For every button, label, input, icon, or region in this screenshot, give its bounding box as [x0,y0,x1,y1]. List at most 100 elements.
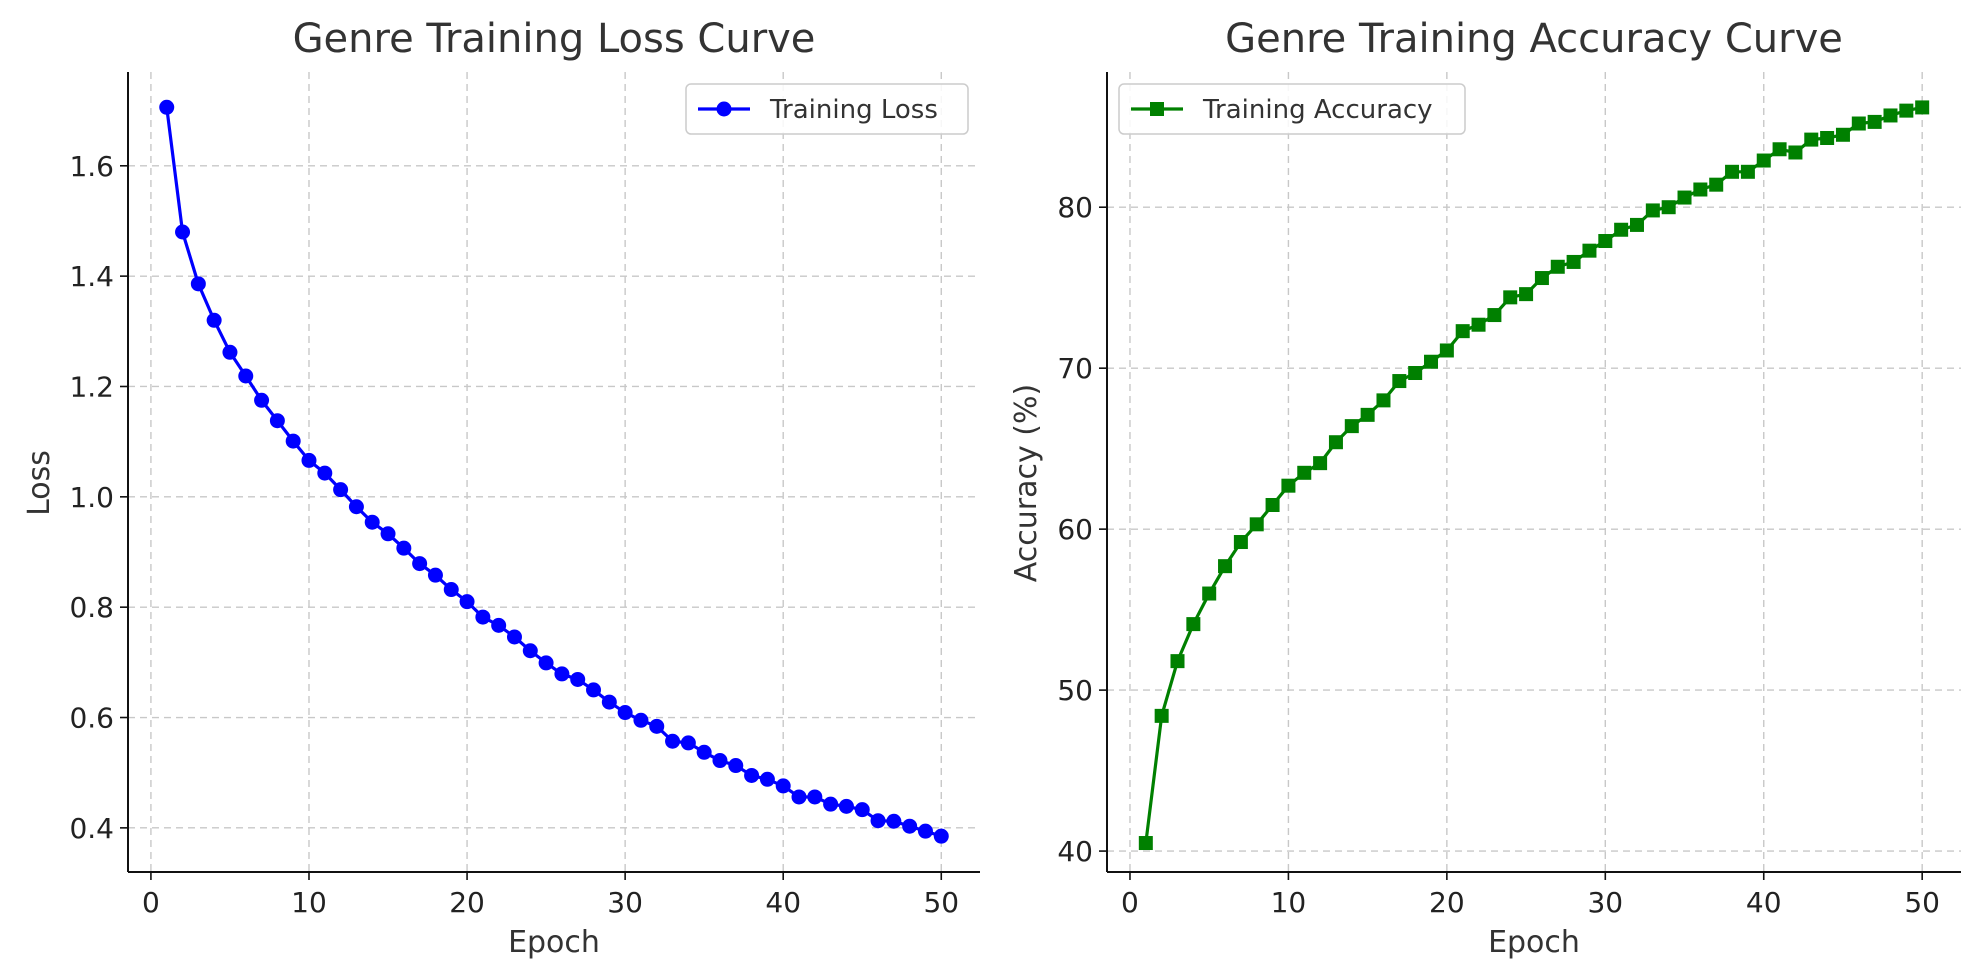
data-point [333,482,349,498]
data-point [1439,343,1454,358]
data-point [1218,559,1233,574]
x-tick-label: 0 [142,886,160,919]
y-tick-label: 70 [1057,352,1093,385]
data-point [1709,177,1724,192]
y-tick-label: 1.4 [69,260,114,293]
data-point [269,413,285,429]
data-point [254,392,270,408]
y-tick-label: 40 [1057,835,1093,868]
data-point [1154,708,1169,723]
data-point [1487,308,1502,323]
y-tick-label: 0.4 [69,812,114,845]
data-point [1328,435,1343,450]
data-point [522,643,538,659]
data-point [1249,517,1264,532]
data-point [1281,478,1296,493]
data-point [902,818,918,834]
data-point [1756,153,1771,168]
legend: Training Loss [685,83,969,135]
legend-swatch-marker [1150,102,1164,116]
data-point [1820,130,1835,145]
y-tick-label: 1.6 [69,150,114,183]
data-point [1534,271,1549,286]
data-point [1614,222,1629,237]
data-point [1915,100,1930,115]
data-point [1835,127,1850,142]
data-point [617,705,633,721]
data-point [1661,200,1676,215]
data-point [744,767,760,783]
data-point [459,594,475,610]
x-tick-label: 20 [449,886,485,919]
data-point [1725,164,1740,179]
y-tick-label: 1.2 [69,370,114,403]
data-point [917,823,933,839]
data-point [759,771,775,787]
data-point [1297,465,1312,480]
data-point [1344,419,1359,434]
legend-label: Training Loss [769,95,938,125]
data-point [1582,243,1597,258]
data-point [1598,234,1613,249]
data-point [475,609,491,625]
y-tick-label: 0.6 [69,702,114,735]
data-point [1408,366,1423,381]
data-point [443,582,459,598]
data-point [601,694,617,710]
data-point [1519,287,1534,302]
data-point [1186,617,1201,632]
chart-title: Genre Training Loss Curve [293,16,816,62]
data-point [380,526,396,542]
chart-title: Genre Training Accuracy Curve [1225,16,1843,62]
chart-panel-2: 0 10 20 30 40 50 40 50 60 70 80 Genre Training Accu… [1009,16,1961,960]
data-point [1392,374,1407,389]
data-point [1804,132,1819,147]
data-point [1471,317,1486,332]
data-point [348,499,364,515]
data-point [1202,586,1217,601]
data-point [1376,393,1391,408]
y-tick-label: 60 [1057,513,1093,546]
x-tick-label: 0 [1121,886,1139,919]
data-point [538,655,554,671]
data-point [1138,836,1153,851]
data-point [1740,164,1755,179]
data-point [586,682,602,698]
data-point [838,798,854,814]
data-point [807,789,823,805]
data-point [933,828,949,844]
y-tick-label: 1.0 [69,481,114,514]
data-point [159,99,175,115]
data-point [1788,145,1803,160]
x-tick-label: 30 [607,886,643,919]
data-point [412,556,428,572]
legend: Training Accuracy [1118,83,1466,135]
legend-swatch-marker [716,101,732,117]
data-point [396,540,412,556]
data-point [870,813,886,829]
legend-box [1118,83,1466,135]
legend-label: Training Accuracy [1202,95,1433,125]
data-point [728,758,744,774]
x-tick-label: 40 [1746,886,1782,919]
y-tick-label: 0.8 [69,591,114,624]
x-tick-label: 10 [291,886,327,919]
data-point [1772,142,1787,157]
x-tick-label: 30 [1587,886,1623,919]
data-point [1360,407,1375,422]
x-axis-label: Epoch [1488,925,1580,960]
data-point [554,666,570,682]
data-point [506,629,522,645]
data-point [1233,535,1248,550]
data-point [649,718,665,734]
chart-panel-1: 0 10 20 30 40 50 0.4 0.6 0.8 1.0 1.2 1.4 1.6 Genre Tr… [22,16,980,960]
data-point [190,276,206,292]
x-tick-label: 10 [1271,886,1307,919]
data-point [791,789,807,805]
y-tick-label: 80 [1057,191,1093,224]
data-point [222,344,238,360]
x-tick-label: 50 [1904,886,1940,919]
x-tick-label: 40 [765,886,801,919]
x-tick-label: 50 [923,886,959,919]
